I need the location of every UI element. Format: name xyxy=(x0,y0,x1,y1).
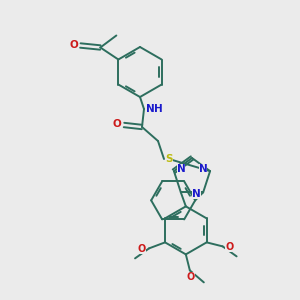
Text: N: N xyxy=(146,104,154,114)
Text: N: N xyxy=(177,164,185,174)
Text: O: O xyxy=(112,119,122,129)
Text: N: N xyxy=(192,189,200,200)
Text: O: O xyxy=(138,244,146,254)
Text: O: O xyxy=(70,40,79,50)
Text: S: S xyxy=(165,154,173,164)
Text: N: N xyxy=(199,164,207,174)
Text: H: H xyxy=(154,104,162,114)
Text: O: O xyxy=(187,272,195,282)
Text: O: O xyxy=(226,242,234,252)
